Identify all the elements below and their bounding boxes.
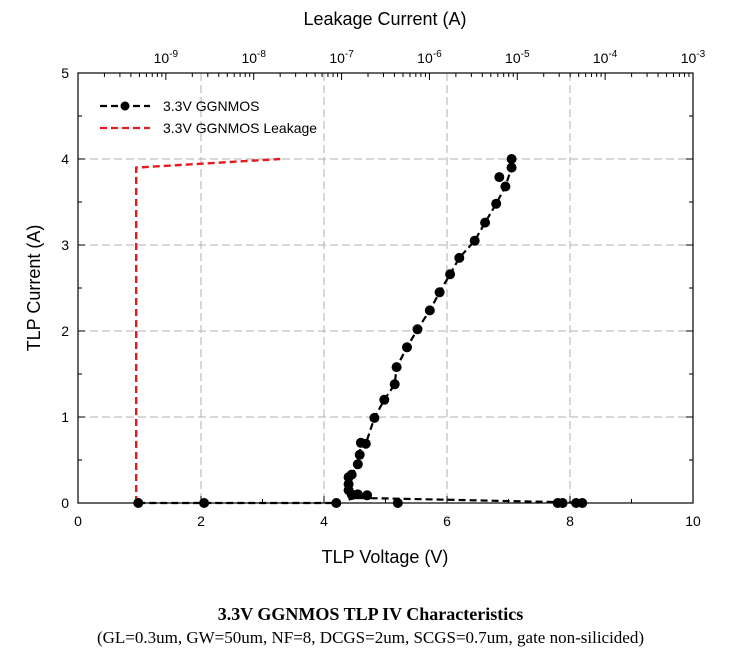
series-ggnmos-line [347,159,513,501]
y-axis-title: TLP Current (A) [24,225,44,352]
series-ggnmos-line [348,496,583,505]
x2-tick-label: 10-3 [681,49,706,66]
x2-tick-label: 10-6 [417,49,442,66]
series-ggnmos-point [412,324,423,335]
series-ggnmos-point [434,287,445,298]
tlp-iv-chart: 0 2 4 6 8 10 0 1 2 3 4 5 10-9 10-8 10-7 10-6 10-5 10-4 10-… [24,9,706,567]
y-tick-label: 4 [61,151,69,167]
y-tick-label: 5 [61,65,69,81]
series-ggnmos-point [391,362,402,373]
series-ggnmos-point [379,394,390,405]
series-leakage-line [135,157,281,503]
plot-frame [77,72,694,504]
series-ggnmos-point [402,342,412,353]
series-ggnmos-point [469,235,480,246]
grid-lines [78,73,693,503]
x2-tick-label: 10-7 [329,49,354,66]
y-tick-label: 3 [61,237,69,253]
x-tick-label: 10 [685,513,701,529]
x-tick-label: 0 [74,513,82,529]
x2-axis-title: Leakage Current (A) [303,9,466,29]
series-ggnmos-point [494,172,505,183]
x2-tick-label: 10-9 [154,49,179,66]
series-ggnmos-point [491,198,502,209]
series-ggnmos-point [352,459,363,470]
x2-tick-label: 10-5 [505,49,530,66]
series-ggnmos-point [389,379,400,390]
tick-labels: 0 2 4 6 8 10 0 1 2 3 4 5 10-9 10-8 10-7 10-6 10-5 10-4 10-… [61,49,705,529]
series-ggnmos-point [500,181,511,192]
legend: 3.3V GGNMOS 3.3V GGNMOS Leakage [100,98,317,136]
series-ggnmos-point [506,162,517,173]
x2-tick-label: 10-8 [241,49,266,66]
legend-label-ggnmos: 3.3V GGNMOS [163,98,259,114]
series-ggnmos-point [343,479,354,490]
series-ggnmos-point [346,469,357,480]
legend-marker-ggnmos [120,101,130,111]
series-ggnmos-point [454,252,465,263]
figure-caption-subtitle: (GL=0.3um, GW=50um, NF=8, DCGS=2um, SCGS… [96,628,645,647]
figure-caption-title: 3.3V GGNMOS TLP IV Characteristics [217,604,524,624]
series-ggnmos-point [369,412,380,423]
x-tick-label: 6 [443,513,451,529]
series-ggnmos-point [480,217,491,228]
x-axis-title: TLP Voltage (V) [322,547,449,567]
legend-label-leakage: 3.3V GGNMOS Leakage [163,120,317,136]
axis-ticks [77,72,694,504]
series-ggnmos-point [354,449,365,460]
y-tick-label: 1 [61,409,69,425]
series-ggnmos-point [360,438,371,449]
x-tick-label: 4 [320,513,328,529]
x-tick-label: 8 [566,513,574,529]
x-tick-label: 2 [197,513,205,529]
series-ggnmos-point [506,154,517,164]
y-tick-label: 0 [61,495,69,511]
series-ggnmos-point [424,305,435,316]
y-tick-label: 2 [61,323,69,339]
series-ggnmos-point [362,490,373,501]
x2-tick-label: 10-4 [593,49,618,66]
series-ggnmos-point [445,269,456,280]
